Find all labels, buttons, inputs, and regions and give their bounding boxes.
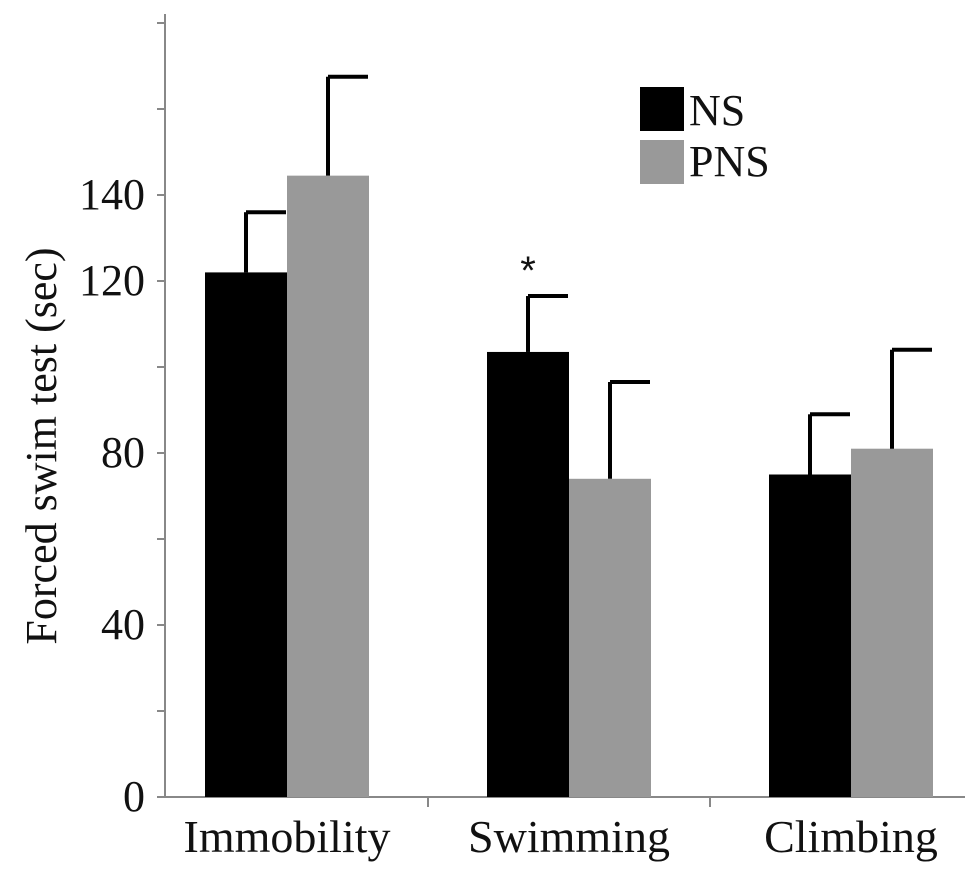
bar-ns-immobility	[205, 272, 287, 797]
y-tick-label: 40	[101, 600, 145, 649]
bar-pns-climbing	[851, 448, 933, 797]
y-tick-label: 0	[123, 772, 145, 821]
significance-marker: *	[520, 249, 536, 293]
y-axis-title: Forced swim test (sec)	[17, 247, 66, 644]
x-category-label: Immobility	[184, 811, 391, 862]
error-bars	[244, 74, 932, 479]
annotations: *	[520, 249, 536, 293]
y-tick-label: 80	[101, 428, 145, 477]
bar-pns-swimming	[569, 478, 651, 797]
y-ticks: 0 40 80 120 140	[79, 22, 165, 821]
legend: NS PNS	[640, 86, 770, 186]
y-tick-label: 120	[79, 256, 145, 305]
y-tick-label: 140	[79, 170, 145, 219]
legend-swatch-ns	[640, 87, 684, 131]
x-ticks: Immobility Swimming Climbing	[184, 797, 938, 862]
bar-pns-immobility	[287, 175, 369, 797]
legend-label-ns: NS	[689, 86, 745, 135]
legend-label-pns: PNS	[689, 137, 770, 186]
bar-ns-swimming	[487, 351, 569, 797]
x-category-label: Climbing	[764, 811, 938, 862]
legend-swatch-pns	[640, 140, 684, 184]
bars	[205, 175, 933, 797]
x-category-label: Swimming	[468, 811, 670, 862]
bar-ns-climbing	[769, 474, 851, 797]
